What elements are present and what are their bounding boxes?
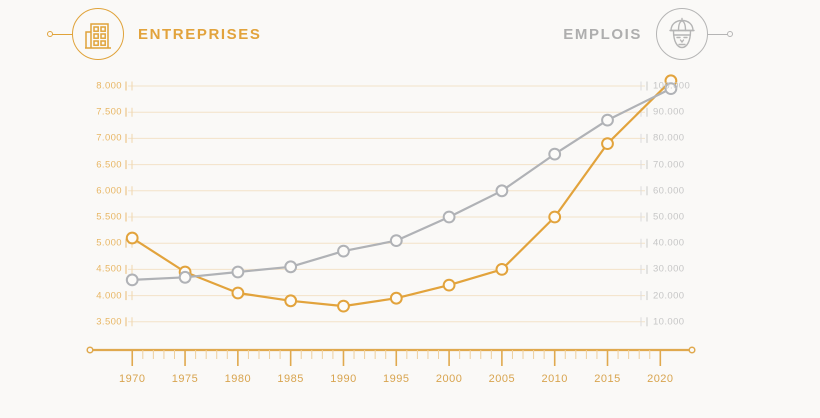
legend-left-connector-dot xyxy=(47,31,53,37)
legend-right-connector-dot xyxy=(727,31,733,37)
data-point xyxy=(284,260,298,274)
data-point xyxy=(495,263,509,276)
legend-entreprises: ENTREPRISES xyxy=(47,8,262,60)
y-axis-right-tick-label: 30.000 xyxy=(653,263,685,275)
y-axis-left-tick-label: 5.000 xyxy=(96,237,122,249)
y-axis-right-tick-label: 60.000 xyxy=(653,185,685,197)
x-axis-tick-label: 2000 xyxy=(435,373,463,385)
y-axis-left-tick-label: 7.000 xyxy=(96,132,122,144)
data-point xyxy=(284,294,298,308)
x-axis-end-dot xyxy=(688,346,696,354)
y-axis-right-tick-label: 100.000 xyxy=(653,80,691,92)
y-axis-right-tick-label: 50.000 xyxy=(653,211,685,223)
legend-right-connector xyxy=(707,34,729,36)
data-point xyxy=(389,234,403,248)
data-point xyxy=(495,184,509,198)
x-axis xyxy=(86,346,696,366)
y-axis-left-tick-label: 5.500 xyxy=(96,211,122,223)
x-axis-tick-label: 1995 xyxy=(383,373,410,385)
y-axis-left-tick-label: 6.000 xyxy=(96,185,122,197)
y-axis-left-tick-label: 6.500 xyxy=(96,159,122,171)
series-line xyxy=(131,79,673,308)
x-axis-start-dot xyxy=(86,346,94,354)
y-axis-left-tick-label: 3.500 xyxy=(96,316,122,328)
data-point xyxy=(125,231,139,245)
data-point xyxy=(548,210,562,224)
legend-entreprises-label: ENTREPRISES xyxy=(138,25,262,43)
x-axis-tick-label: 1975 xyxy=(171,373,199,385)
y-axis-right-tick-label: 90.000 xyxy=(653,106,685,118)
y-axis-right-tick-label: 80.000 xyxy=(653,132,685,144)
data-point xyxy=(125,273,139,287)
y-axis-right-tick-label: 20.000 xyxy=(653,290,685,302)
series-line xyxy=(131,87,673,281)
data-point xyxy=(601,113,614,127)
gridlines xyxy=(125,81,648,327)
y-axis-right-tick-label: 40.000 xyxy=(653,237,685,249)
data-point xyxy=(442,278,456,292)
data-point xyxy=(231,265,245,279)
data-point xyxy=(337,299,350,313)
building-icon xyxy=(47,8,124,60)
legend-left-connector xyxy=(51,34,73,36)
series-emplois xyxy=(125,82,678,287)
data-point xyxy=(601,137,614,151)
x-axis-tick-label: 1990 xyxy=(330,373,357,385)
data-point xyxy=(442,210,456,224)
x-axis-tick-label: 2015 xyxy=(594,373,621,385)
data-point xyxy=(664,82,678,95)
x-axis-tick-label: 2020 xyxy=(647,373,674,385)
x-axis-tick-label: 1985 xyxy=(277,373,304,385)
series-entreprises xyxy=(125,74,678,313)
y-axis-right-tick-label: 10.000 xyxy=(653,316,685,328)
legend-emplois: EMPLOIS xyxy=(563,8,733,60)
data-point xyxy=(389,291,403,305)
y-axis-left-tick-label: 4.500 xyxy=(96,263,122,275)
y-axis-left-tick-label: 8.000 xyxy=(96,80,122,92)
data-point xyxy=(231,286,245,300)
data-point xyxy=(178,270,192,284)
y-axis-left-tick-label: 4.000 xyxy=(96,290,122,302)
x-axis-tick-label: 2010 xyxy=(541,373,568,385)
x-axis-tick-label: 2005 xyxy=(488,373,516,385)
x-axis-tick-label: 1970 xyxy=(118,373,146,385)
data-point xyxy=(548,147,562,161)
legend-emplois-label: EMPLOIS xyxy=(563,25,642,43)
x-axis-tick-label: 1980 xyxy=(224,373,252,385)
y-axis-left-tick-label: 7.500 xyxy=(96,106,122,118)
data-point xyxy=(337,244,350,258)
y-axis-right-tick-label: 70.000 xyxy=(653,159,685,171)
worker-helmet-icon xyxy=(656,8,733,60)
